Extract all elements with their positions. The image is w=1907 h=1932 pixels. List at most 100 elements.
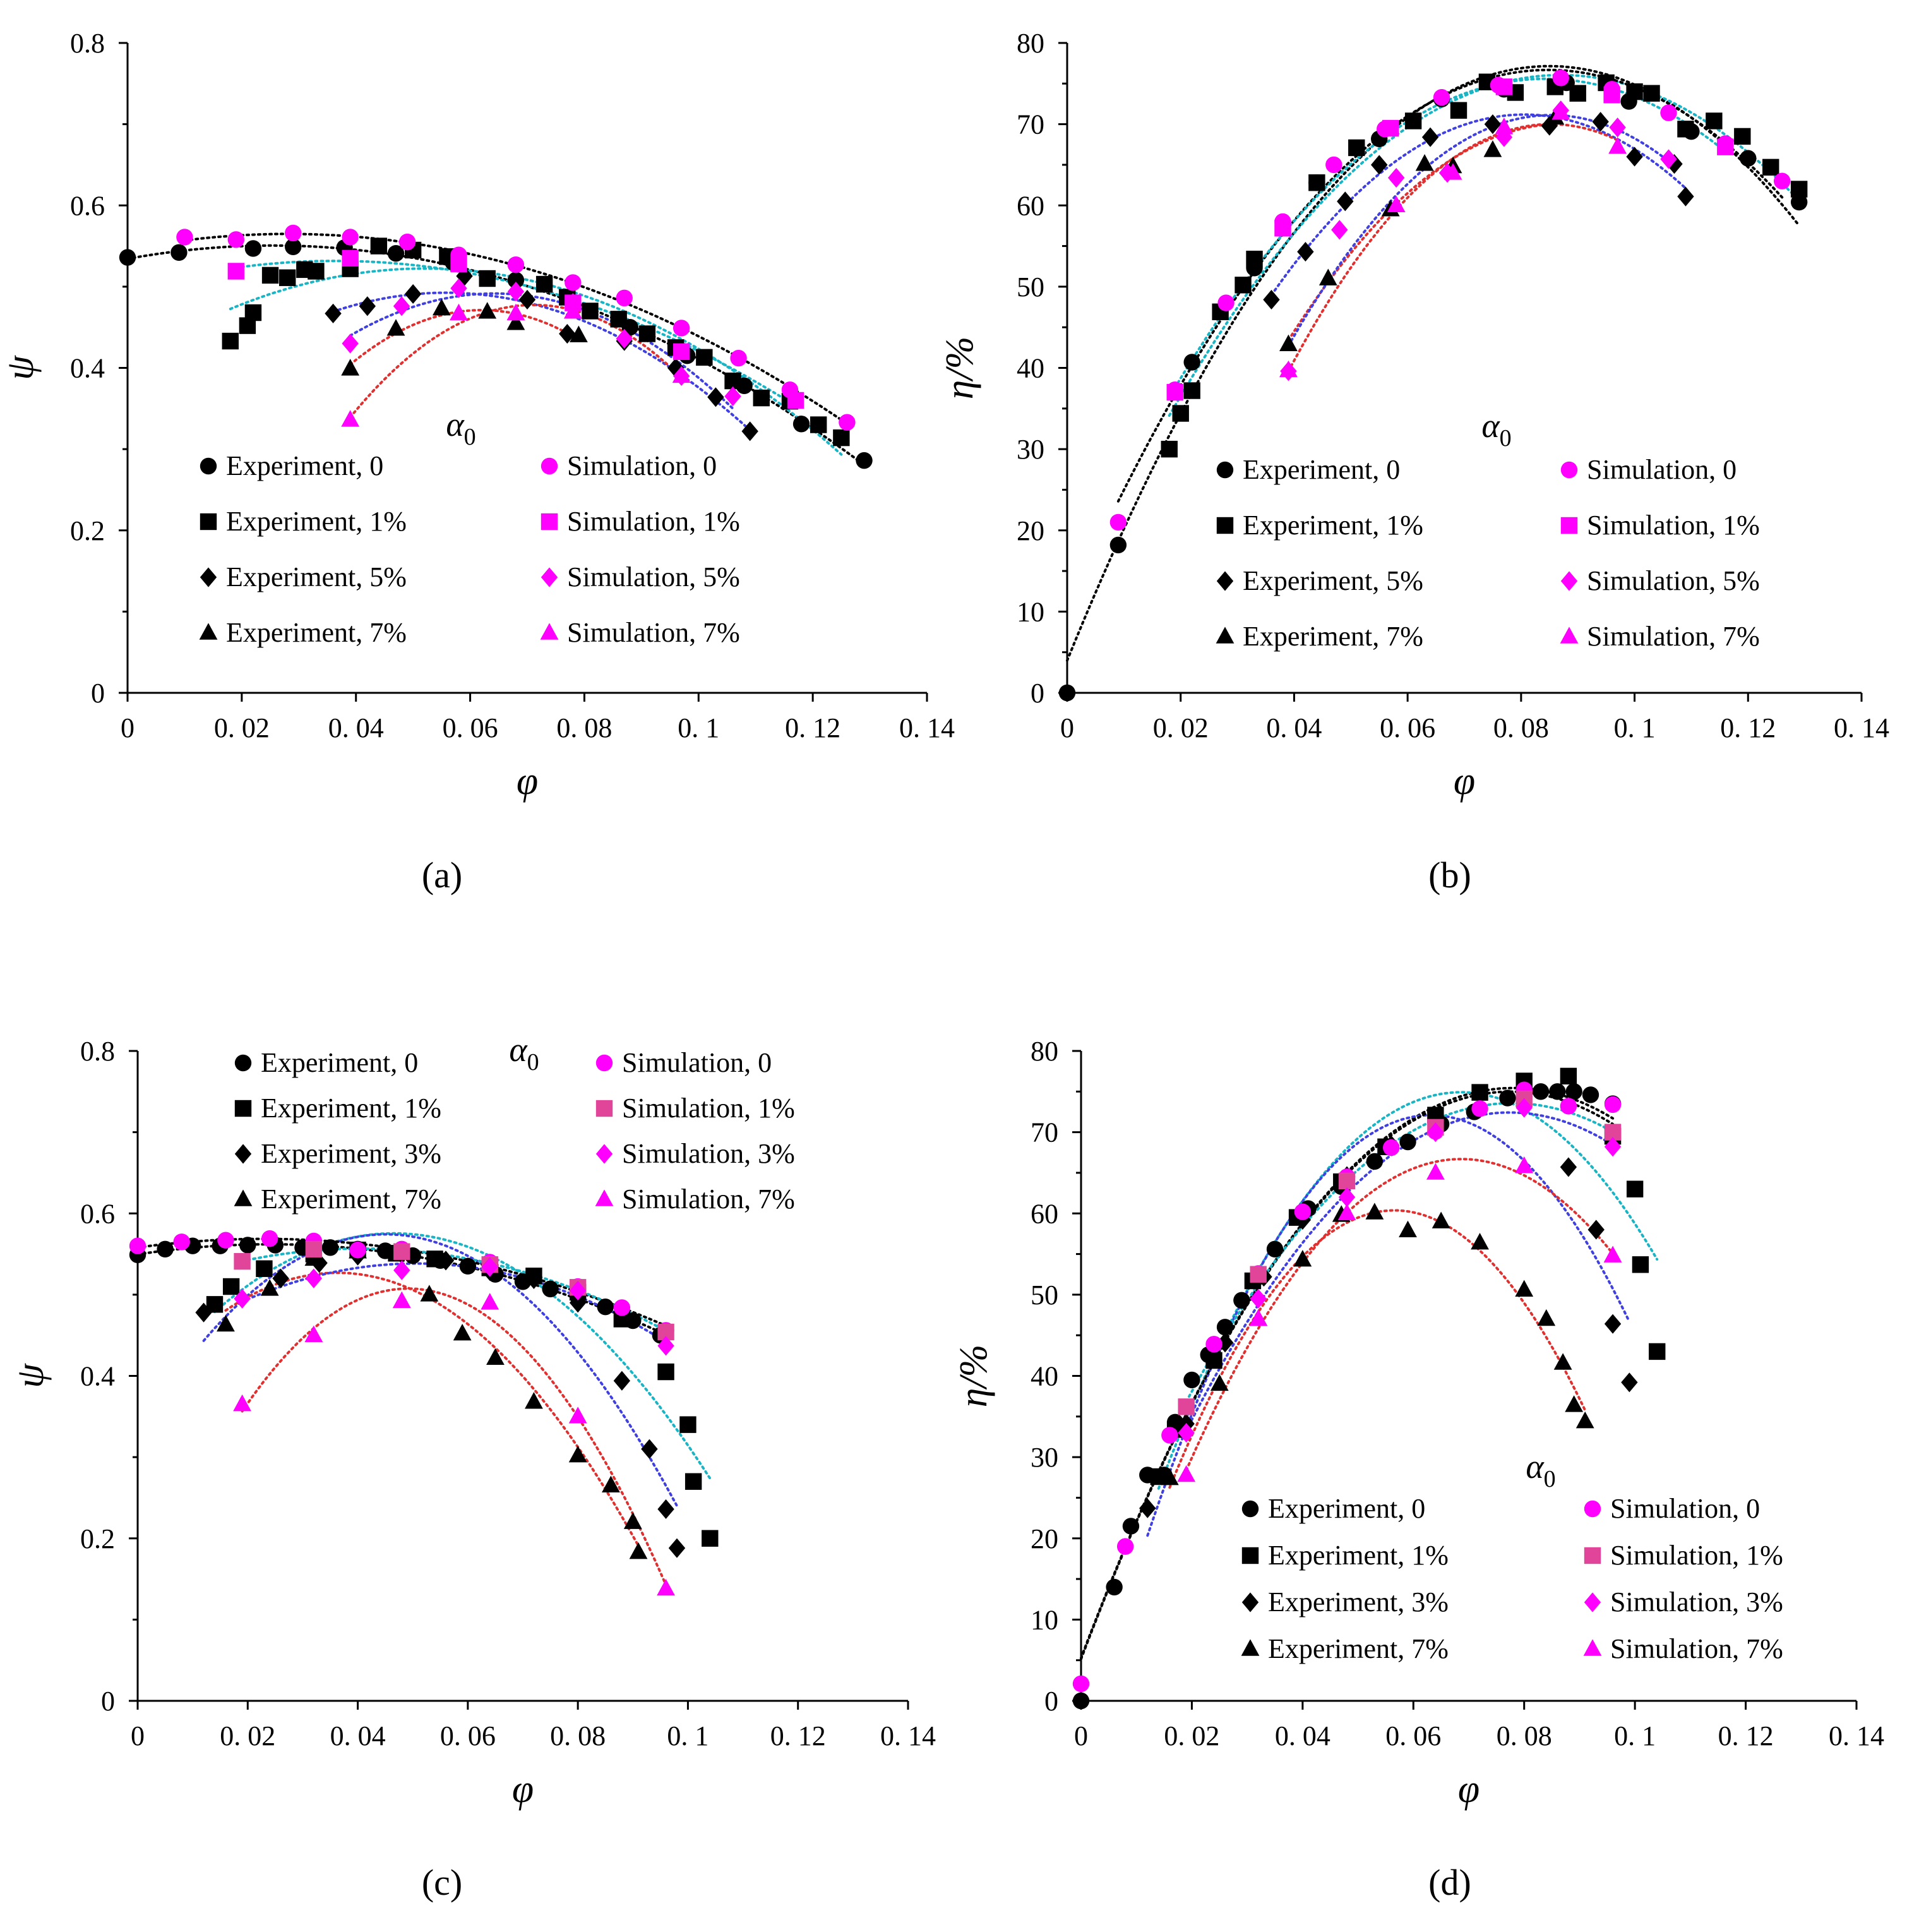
data-point: [1109, 536, 1127, 554]
legend: α0 Experiment, 0 Experiment, 1% Experiment,…: [1241, 1448, 1783, 1664]
legend-marker: [1216, 571, 1234, 591]
legend-label: Experiment, 5%: [226, 561, 407, 592]
y-axis-title: η/%: [938, 337, 981, 400]
legend-label: Experiment, 1%: [261, 1093, 441, 1124]
data-point: [1621, 1372, 1638, 1393]
data-point: [1551, 103, 1570, 120]
legend-label: Experiment, 1%: [1268, 1540, 1449, 1571]
legend-marker: [1560, 517, 1578, 534]
x-tick-label: 0. 04: [1266, 712, 1322, 743]
data-point: [392, 1291, 411, 1308]
data-point: [1450, 102, 1468, 119]
data-point: [1366, 1153, 1384, 1170]
data-point: [1072, 1675, 1090, 1693]
data-point: [629, 1542, 648, 1559]
legend-label: Experiment, 1%: [226, 506, 407, 537]
y-tick-label: 10: [1031, 1604, 1058, 1635]
data-point: [1717, 138, 1734, 155]
data-point: [239, 1237, 256, 1254]
data-point: [610, 311, 627, 328]
data-point: [724, 372, 741, 390]
data-point: [673, 320, 690, 337]
data-point: [1338, 1172, 1356, 1189]
data-point: [1246, 250, 1263, 268]
y-tick-label: 50: [1017, 272, 1044, 303]
x-tick-label: 0. 04: [330, 1720, 386, 1751]
y-tick-label: 70: [1031, 1117, 1058, 1148]
data-point: [1626, 1180, 1644, 1197]
trend-line-8: [1185, 1158, 1615, 1472]
legend-marker: [1584, 1500, 1601, 1518]
data-point: [1495, 117, 1514, 135]
data-point: [1560, 1067, 1577, 1085]
legend-marker: [234, 1144, 252, 1164]
panel-b: 0 0. 02 0. 04 0. 06 0. 08 0. 1 0. 12 0. 14 0 10 20…: [938, 28, 1889, 896]
data-point: [1217, 294, 1234, 311]
data-point: [568, 1445, 587, 1463]
data-point: [1608, 137, 1627, 154]
data-point: [668, 1538, 686, 1558]
data-point: [616, 328, 633, 349]
data-point: [1706, 112, 1723, 129]
data-point: [1790, 193, 1808, 211]
data-point: [305, 1268, 323, 1288]
x-tick-label: 0. 12: [785, 712, 840, 743]
data-point: [1587, 1220, 1605, 1240]
y-tick-label: 30: [1031, 1442, 1058, 1473]
data-point: [1183, 354, 1200, 371]
data-point: [285, 238, 302, 256]
x-tick-label: 0. 1: [1614, 1720, 1656, 1751]
data-point: [623, 1512, 642, 1529]
data-point: [1234, 277, 1252, 294]
y-tick-label: 70: [1017, 109, 1044, 140]
data-point: [437, 1251, 455, 1271]
data-point: [1109, 513, 1127, 531]
data-point: [1160, 1468, 1179, 1485]
data-point: [525, 1269, 542, 1290]
series-8: [1279, 103, 1627, 378]
data-point: [261, 1230, 278, 1247]
data-point: [1603, 1245, 1622, 1263]
data-point: [195, 1302, 212, 1323]
data-point: [173, 1233, 190, 1251]
data-point: [1762, 159, 1779, 176]
data-point: [305, 1240, 323, 1258]
data-point: [244, 240, 262, 257]
data-point: [272, 1268, 289, 1288]
data-point: [227, 263, 245, 280]
data-point: [1433, 88, 1450, 106]
data-point: [1643, 85, 1660, 102]
data-point: [129, 1237, 146, 1254]
legend-marker: [595, 1100, 613, 1117]
x-tick-label: 0. 1: [1614, 712, 1656, 743]
legend-label: Simulation, 5%: [567, 561, 740, 592]
data-point: [810, 416, 827, 433]
legend-label: Simulation, 0: [567, 450, 717, 481]
panel-caption: (a): [422, 855, 462, 896]
legend-label: Simulation, 1%: [622, 1093, 795, 1124]
data-point: [1660, 149, 1677, 169]
data-point: [359, 296, 376, 316]
data-point: [1603, 87, 1620, 104]
y-tick-label: 60: [1017, 190, 1044, 221]
data-point: [1183, 1371, 1200, 1389]
x-tick-label: 0. 02: [214, 712, 270, 743]
x-tick-label: 0. 06: [1380, 712, 1435, 743]
data-point: [1139, 1498, 1156, 1518]
data-point: [1484, 114, 1502, 135]
data-point: [696, 349, 713, 366]
data-point: [1626, 147, 1643, 167]
legend-marker: [1216, 517, 1234, 534]
data-point: [304, 1325, 323, 1342]
data-point: [1293, 1249, 1312, 1267]
legend-label: Experiment, 7%: [1243, 621, 1423, 652]
x-tick-label: 0: [1074, 1720, 1088, 1751]
x-axis-title: φ: [512, 1768, 534, 1811]
x-tick-label: 0. 08: [1497, 1720, 1552, 1751]
legend-label: Experiment, 3%: [1268, 1587, 1449, 1617]
legend-marker: [595, 1054, 613, 1072]
data-point: [1495, 78, 1513, 95]
data-point: [1348, 139, 1365, 157]
legend-label: Simulation, 7%: [567, 617, 740, 648]
